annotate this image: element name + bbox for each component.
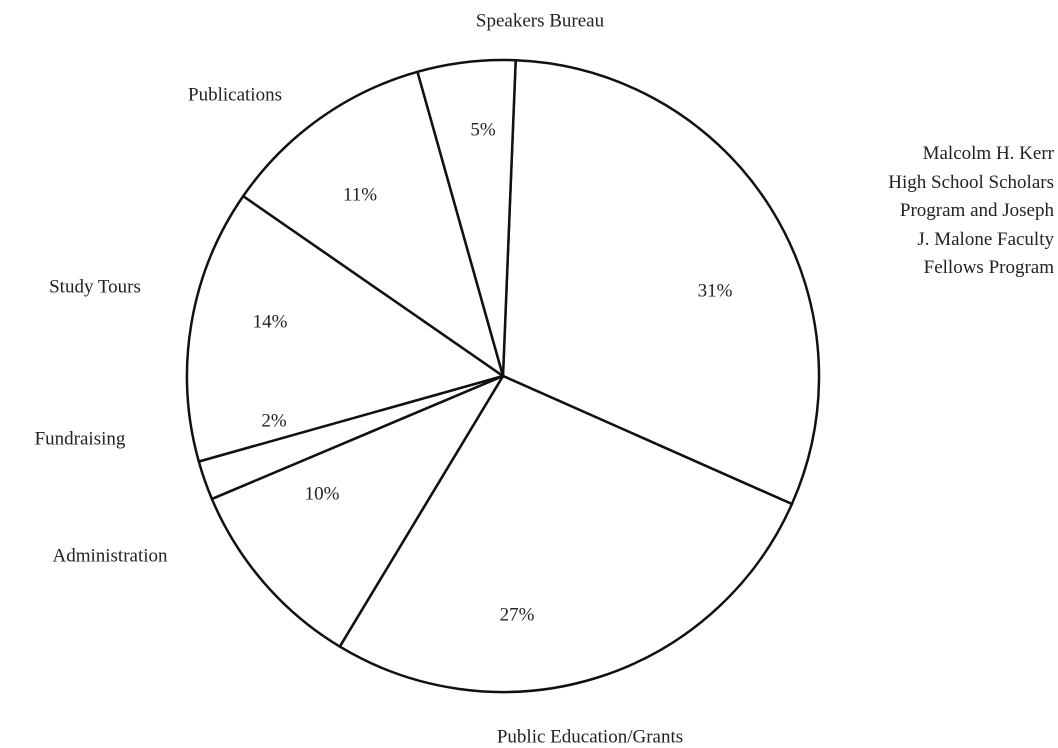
category-label: Administration [52,545,168,566]
category-label: Malcolm H. Kerr High School Scholars Pro… [888,143,1054,278]
pie-slice [416,58,517,378]
value-label: 11% [343,184,377,205]
value-label: 14% [253,311,288,332]
category-label: Study Tours [49,276,141,297]
category-label: Public Education/Grants [497,726,683,747]
pie-slice [210,374,505,648]
category-label: Speakers Bureau [476,10,605,31]
value-label: 5% [470,119,496,140]
pie-slice [185,194,505,463]
value-label: 27% [500,604,535,625]
category-label: Fundraising [35,428,126,449]
pie-slice [501,59,821,506]
value-label: 31% [698,280,733,301]
value-label: 2% [261,410,287,431]
value-label: 10% [305,483,340,504]
category-label: Publications [188,84,282,105]
pie-slice [338,374,794,694]
